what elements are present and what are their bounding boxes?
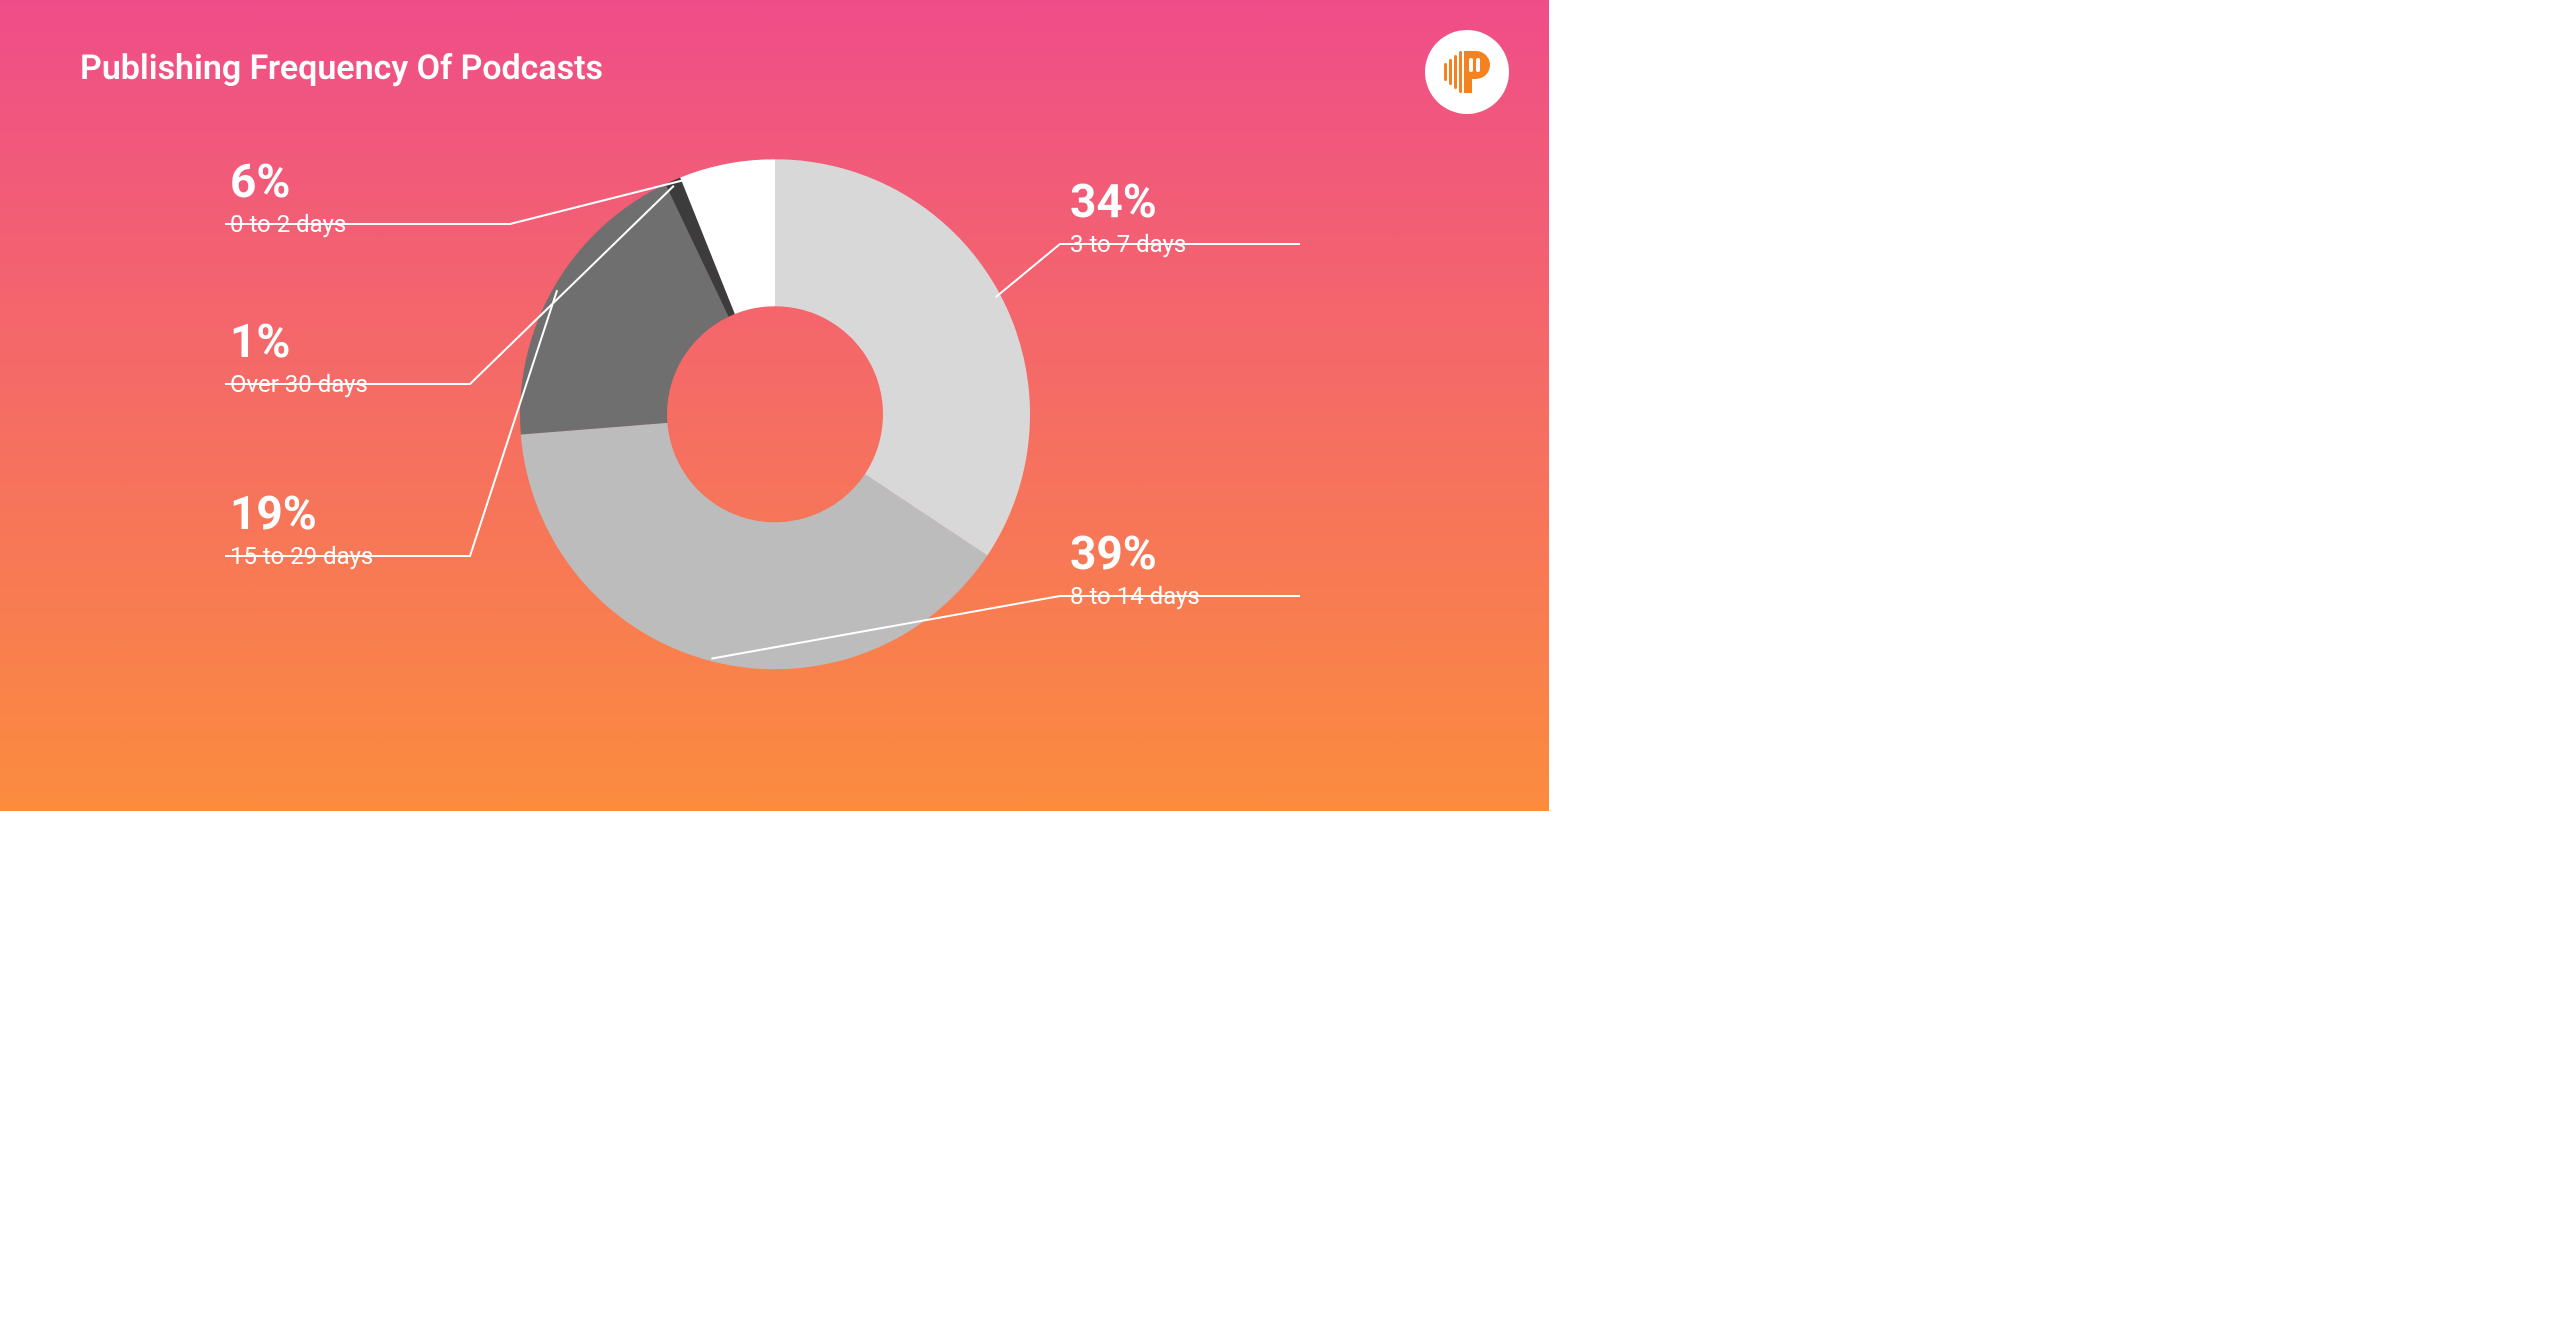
callout-label: 8 to 14 days	[1070, 582, 1200, 610]
callout-8-to-14-days: 39% 8 to 14 days	[1070, 530, 1200, 610]
callout-pct: 6%	[230, 158, 346, 206]
callout-label: 3 to 7 days	[1070, 230, 1186, 258]
callout-label: 15 to 29 days	[230, 542, 373, 570]
callout-label: Over 30 days	[230, 370, 368, 398]
donut-slice-s1	[775, 159, 1030, 555]
chart-canvas: Publishing Frequency Of Podcasts 34% 3 t…	[0, 0, 1549, 811]
chart-title: Publishing Frequency Of Podcasts	[80, 48, 603, 88]
callout-pct: 34%	[1070, 178, 1186, 226]
callout-label: 0 to 2 days	[230, 210, 346, 238]
brand-logo	[1425, 30, 1509, 114]
callout-pct: 39%	[1070, 530, 1200, 578]
podcast-logo-icon	[1440, 45, 1494, 99]
callout-pct: 1%	[230, 318, 368, 366]
callout-15-to-29-days: 19% 15 to 29 days	[230, 490, 373, 570]
callout-0-to-2-days: 6% 0 to 2 days	[230, 158, 346, 238]
callout-3-to-7-days: 34% 3 to 7 days	[1070, 178, 1186, 258]
callout-pct: 19%	[230, 490, 373, 538]
callout-over-30-days: 1% Over 30 days	[230, 318, 368, 398]
donut-chart	[520, 159, 1030, 673]
